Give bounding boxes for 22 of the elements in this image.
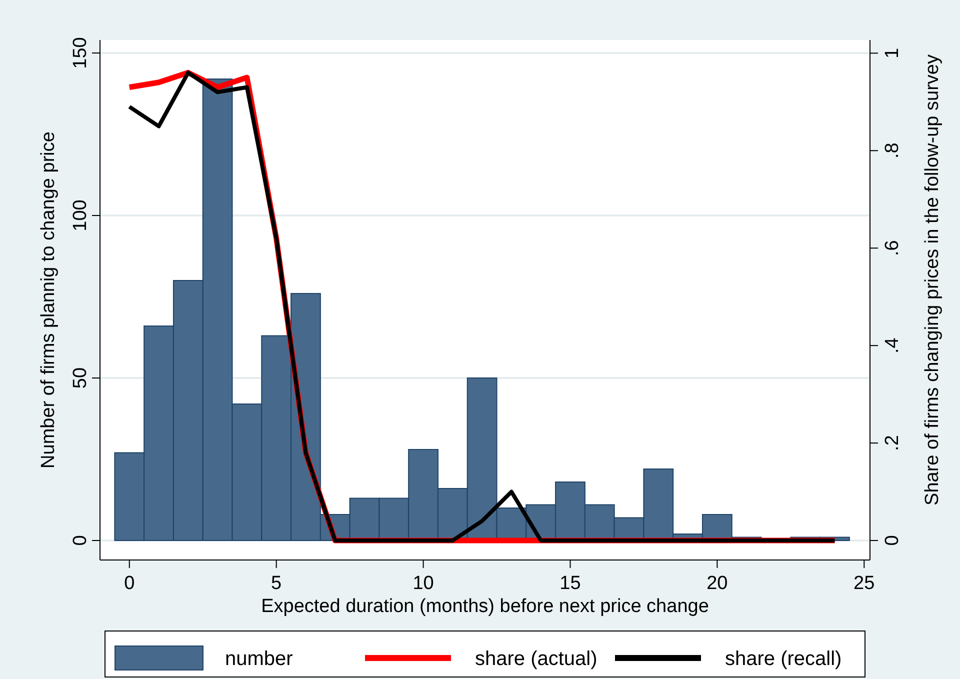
legend-label: number: [225, 648, 294, 670]
x-tick-label: 20: [706, 573, 728, 594]
y-tick-label: 150: [70, 37, 91, 69]
y-axis-title: Number of firms plannig to change price: [38, 132, 59, 468]
x-tick-label: 15: [560, 573, 581, 594]
x-tick-label: 10: [412, 573, 434, 594]
legend-label: share (actual): [475, 648, 598, 670]
x-tick-label: 5: [271, 573, 282, 594]
x-tick-label: 25: [854, 573, 875, 594]
y-tick-label: 0: [70, 535, 91, 546]
legend-label: share (recall): [725, 648, 842, 670]
y2-tick-label: 1: [882, 48, 903, 58]
y2-tick-label: .6: [882, 240, 903, 256]
x-axis-title: Expected duration (months) before next price change: [261, 596, 709, 617]
y2-tick-label: .4: [882, 337, 903, 354]
y2-axis-title: Share of firms changing prices in the follow-up survey: [922, 54, 943, 506]
y2-tick-label: .2: [882, 435, 903, 451]
y-tick-label: 50: [70, 367, 91, 389]
y2-tick-label: .8: [882, 142, 903, 159]
y2-tick-label: 0: [882, 535, 903, 546]
x-tick-label: 0: [124, 573, 135, 594]
y-tick-label: 100: [70, 200, 91, 232]
